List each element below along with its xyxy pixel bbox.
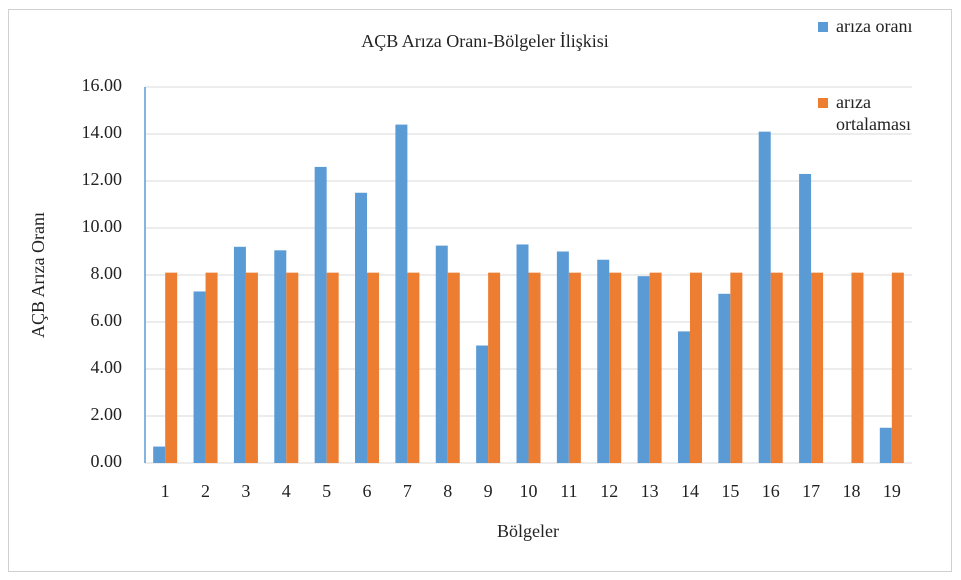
legend-label: arıza oranı [836,16,913,36]
y-tick-label: 14.00 [82,122,123,142]
legend-item: arıza ortalaması [836,92,911,134]
bar [314,166,327,463]
bar [718,293,731,463]
x-tick-label: 11 [560,481,577,501]
bar [891,272,904,463]
bar [488,272,501,463]
bar [556,251,569,463]
legend-swatch [818,98,828,108]
bar [637,276,650,463]
bar [367,272,380,463]
x-tick-label: 10 [520,481,538,501]
bar [476,345,489,463]
bar [205,272,218,463]
bar [193,291,206,463]
x-tick-label: 19 [883,481,901,501]
legend-item: arıza oranı [836,16,913,36]
bar [799,173,812,463]
x-tick-label: 5 [322,481,331,501]
y-tick-label: 16.00 [82,75,123,95]
legend-label: arıza ortalaması [836,92,911,134]
bar [851,272,864,463]
bar [326,272,339,463]
bar [649,272,662,463]
bar [609,272,622,463]
x-tick-label: 2 [201,481,210,501]
x-tick-label: 12 [600,481,618,501]
bar [811,272,824,463]
x-tick-label: 4 [282,481,291,501]
x-tick-label: 1 [161,481,170,501]
bar [516,244,529,463]
x-tick-label: 7 [403,481,412,501]
x-tick-label: 16 [762,481,780,501]
bar [274,250,287,463]
bar [677,331,690,463]
y-tick-label: 12.00 [82,169,123,189]
bar [355,192,368,463]
x-tick-label: 17 [802,481,820,501]
x-tick-label: 13 [641,481,659,501]
bar [407,272,420,463]
bar [879,427,892,463]
bar [770,272,783,463]
bar [689,272,702,463]
x-tick-label: 8 [443,481,452,501]
x-tick-label: 6 [363,481,372,501]
bar [435,245,448,463]
bar [395,124,408,463]
y-tick-label: 6.00 [91,310,123,330]
bar [165,272,178,463]
bar [568,272,581,463]
x-tick-label: 9 [484,481,493,501]
y-axis-label: AÇB Arıza Oranı [28,212,48,338]
x-axis-label: Bölgeler [497,521,559,541]
y-tick-label: 10.00 [82,216,123,236]
bar [597,259,610,463]
bar [245,272,258,463]
bar [447,272,460,463]
x-tick-label: 15 [721,481,739,501]
bar [153,446,166,463]
y-tick-label: 4.00 [91,357,123,377]
y-tick-label: 8.00 [91,263,123,283]
chart-title: AÇB Arıza Oranı-Bölgeler İlişkisi [361,31,608,51]
bar [730,272,743,463]
x-tick-label: 14 [681,481,699,501]
legend-swatch [818,22,828,32]
y-tick-label: 0.00 [91,451,123,471]
bar [528,272,541,463]
bar [233,246,246,463]
bar [286,272,299,463]
x-tick-label: 18 [842,481,860,501]
x-tick-label: 3 [241,481,250,501]
y-tick-label: 2.00 [91,404,123,424]
bar [758,131,771,463]
